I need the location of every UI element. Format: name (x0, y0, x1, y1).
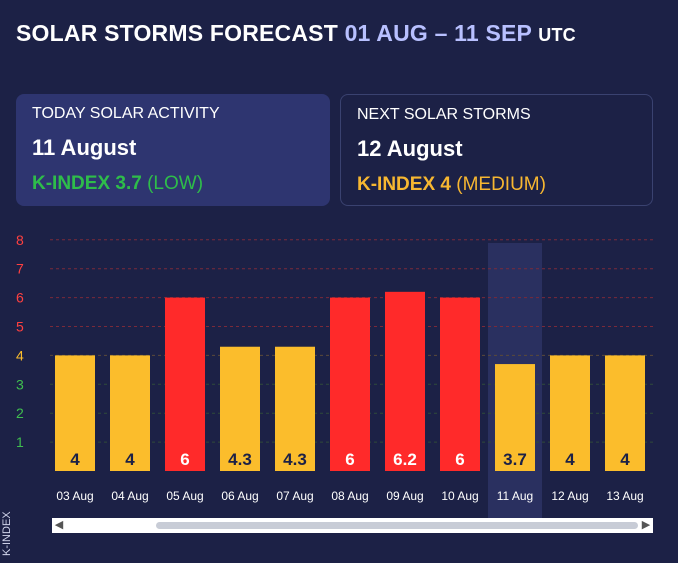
bar-value-label: 4.3 (283, 450, 307, 469)
bar (110, 355, 150, 471)
y-tick-label: 8 (16, 232, 24, 248)
bar (385, 291, 425, 471)
bar-value-label: 4 (565, 450, 575, 469)
y-tick-label: 2 (16, 405, 24, 421)
x-tick-label: 13 Aug (606, 489, 643, 503)
bar-value-label: 6 (455, 450, 464, 469)
x-tick-label: 11 Aug (497, 489, 533, 503)
bar-value-label: 6.2 (393, 450, 417, 469)
scroll-left-icon[interactable]: ◀ (54, 519, 64, 531)
scroll-right-icon[interactable]: ▶ (641, 519, 651, 531)
bar-value-label: 4 (125, 450, 135, 469)
bar (55, 355, 95, 471)
bar (275, 346, 315, 471)
next-card-date: 12 August (357, 136, 463, 161)
today-card-date: 11 August (32, 135, 137, 160)
x-tick-label: 12 Aug (551, 489, 588, 503)
bar-value-label: 3.7 (503, 450, 527, 469)
bar (440, 297, 480, 471)
x-tick-label: 05 Aug (166, 489, 203, 503)
page-title: SOLAR STORMS FORECAST 01 AUG – 11 SEP UT… (16, 20, 576, 47)
title-date-range: 01 AUG – 11 SEP (344, 20, 532, 46)
x-tick-label: 03 Aug (56, 489, 93, 503)
title-main: SOLAR STORMS FORECAST (16, 20, 338, 46)
y-tick-label: 6 (16, 290, 24, 306)
today-card-kindex: K-INDEX 3.7 (LOW) (32, 173, 314, 195)
next-kindex-value: K-INDEX 4 (357, 174, 451, 195)
y-tick-label: 5 (16, 319, 24, 335)
today-kindex-level: (LOW) (147, 173, 204, 194)
bar-value-label: 6 (345, 450, 354, 469)
bar (550, 355, 590, 471)
x-tick-label: 04 Aug (111, 489, 148, 503)
x-tick-label: 08 Aug (331, 489, 368, 503)
today-activity-card: TODAY SOLAR ACTIVITY 11 August K-INDEX 3… (16, 94, 330, 206)
next-card-kindex: K-INDEX 4 (MEDIUM) (357, 174, 636, 196)
y-axis-label: K-INDEX (1, 511, 13, 556)
bar (165, 297, 205, 471)
x-tick-label: 06 Aug (221, 489, 258, 503)
bar-value-label: 4 (70, 450, 80, 469)
x-tick-label: 09 Aug (386, 489, 423, 503)
bar (330, 297, 370, 471)
y-tick-label: 7 (16, 261, 24, 277)
next-storm-card: NEXT SOLAR STORMS 12 August K-INDEX 4 (M… (340, 94, 653, 206)
chart-scrollbar[interactable]: ◀ ▶ (52, 518, 653, 533)
scrollbar-thumb[interactable] (156, 522, 638, 529)
bar-value-label: 4 (620, 450, 630, 469)
next-kindex-level: (MEDIUM) (456, 174, 546, 195)
next-card-label: NEXT SOLAR STORMS (357, 106, 531, 123)
today-kindex-value: K-INDEX 3.7 (32, 173, 142, 194)
y-tick-label: 3 (16, 376, 24, 392)
y-tick-label: 1 (16, 434, 24, 450)
bar-value-label: 6 (180, 450, 189, 469)
x-tick-label: 10 Aug (441, 489, 478, 503)
title-timezone: UTC (538, 25, 576, 45)
bar (605, 355, 645, 471)
bar-value-label: 4.3 (228, 450, 252, 469)
today-card-label: TODAY SOLAR ACTIVITY (32, 105, 220, 122)
bar (220, 346, 260, 471)
bar (495, 364, 535, 471)
x-tick-label: 07 Aug (276, 489, 313, 503)
y-tick-label: 4 (16, 347, 24, 363)
